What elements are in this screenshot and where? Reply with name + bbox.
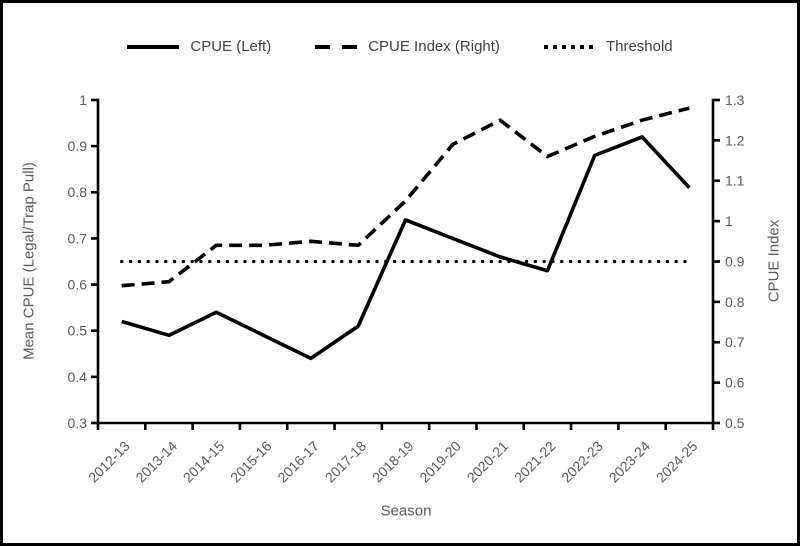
solid-line-icon	[127, 44, 180, 49]
dashed-line-icon	[315, 44, 358, 49]
right-axis-tick-label: 0.9	[725, 253, 745, 269]
legend-item-cpue-left: CPUE (Left)	[127, 38, 271, 55]
right-axis-tick-label: 1.3	[725, 92, 745, 108]
x-axis-category-label: 2018-19	[369, 438, 417, 486]
x-axis-category-label: 2020-21	[464, 438, 512, 486]
x-axis-category-label: 2021-22	[511, 438, 559, 486]
left-axis-title: Mean CPUE (Legal/Trap Pull)	[20, 162, 38, 360]
cpue-left-line	[121, 135, 691, 361]
legend-item-cpue-index: CPUE Index (Right)	[315, 38, 500, 55]
right-axis-tick-label: 0.8	[725, 294, 745, 310]
left-axis-tick-label: 0.6	[68, 276, 88, 292]
x-axis-category-label: 2017-18	[322, 438, 370, 486]
right-axis-title: CPUE Index	[765, 219, 783, 303]
right-axis-tick-label: 1	[725, 213, 733, 229]
left-axis-tick-label: 0.9	[68, 138, 88, 154]
dotted-line-icon	[543, 44, 595, 49]
legend-label-cpue-left: CPUE (Left)	[190, 38, 272, 55]
right-axis-tick-label: 1.2	[725, 132, 745, 148]
right-axis-tick-label: 0.5	[725, 415, 745, 431]
left-axis-tick-label: 0.7	[68, 230, 88, 246]
left-axis-tick-label: 1	[79, 92, 87, 108]
right-axis-tick-label: 0.7	[725, 334, 745, 350]
x-axis-category-label: 2023-24	[606, 438, 654, 486]
x-axis-category-label: 2014-15	[180, 438, 228, 486]
chart-legend: CPUE (Left) CPUE Index (Right) Threshold	[60, 38, 740, 55]
cpue-index-right-line	[121, 106, 690, 288]
right-axis-tick-label: 1.1	[725, 173, 745, 189]
left-axis-tick-label: 0.8	[68, 184, 88, 200]
legend-label-threshold: Threshold	[605, 38, 673, 55]
x-axis-category-label: 2024-25	[653, 438, 701, 486]
left-axis-tick-label: 0.5	[68, 323, 88, 339]
x-axis-category-label: 2019-20	[416, 438, 464, 486]
x-axis-category-label: 2012-13	[85, 438, 133, 486]
x-axis-category-label: 2016-17	[274, 438, 322, 486]
x-axis-category-label: 2022-23	[558, 438, 606, 486]
x-axis-category-label: 2013-14	[132, 438, 180, 486]
x-axis-title: Season	[380, 502, 432, 520]
right-axis-tick-label: 0.6	[725, 375, 745, 391]
left-axis-tick-label: 0.3	[68, 415, 88, 431]
left-axis-tick-label: 0.4	[68, 369, 88, 385]
x-axis-category-label: 2015-16	[227, 438, 275, 486]
legend-label-cpue-index: CPUE Index (Right)	[368, 38, 500, 55]
legend-item-threshold: Threshold	[543, 38, 673, 55]
